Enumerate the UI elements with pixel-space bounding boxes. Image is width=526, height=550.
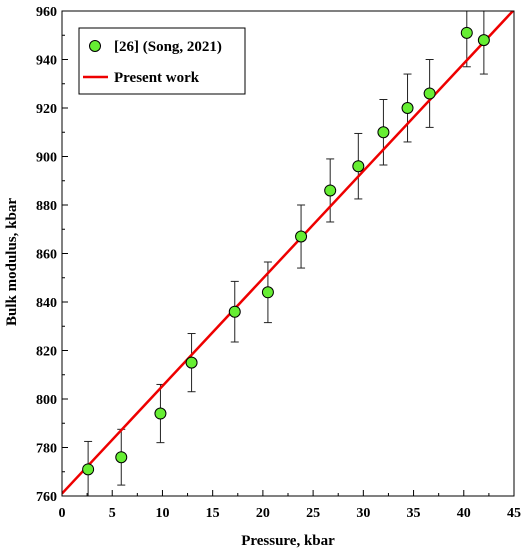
- y-tick-label: 920: [36, 102, 57, 117]
- present-work-line: [62, 11, 514, 495]
- data-point: [477, 34, 490, 47]
- legend: [26] (Song, 2021) Present work: [78, 27, 246, 95]
- x-tick-label: 10: [155, 506, 169, 521]
- x-axis-label: Pressure, kbar: [241, 533, 335, 549]
- x-tick-label: 20: [256, 506, 270, 521]
- data-points-layer: [82, 26, 490, 476]
- tick-labels: 0 5 10 15 20 25 30 35 40 45 760 780 800 820 840 860 880 9…: [36, 5, 521, 521]
- data-point: [261, 286, 274, 299]
- y-axis-label: Bulk modulus, kbar: [4, 198, 20, 326]
- y-tick-label: 800: [36, 393, 57, 408]
- x-tick-label: 25: [306, 506, 320, 521]
- data-point: [377, 126, 390, 139]
- x-tick-label: 0: [59, 506, 66, 521]
- y-tick-label: 960: [36, 5, 57, 20]
- data-point: [82, 463, 95, 476]
- legend-box: [78, 27, 246, 95]
- legend-marker-song: [89, 40, 101, 52]
- y-tick-label: 840: [36, 296, 57, 311]
- x-tick-label: 40: [457, 506, 471, 521]
- data-point: [115, 451, 128, 464]
- plot-frame: [61, 10, 515, 497]
- x-tick-label: 30: [356, 506, 370, 521]
- x-tick-label: 35: [407, 506, 421, 521]
- y-tick-label: 780: [36, 442, 57, 457]
- data-point: [401, 102, 414, 114]
- data-point: [352, 160, 365, 173]
- legend-label-present: Present work: [114, 70, 200, 86]
- data-point: [423, 87, 436, 100]
- data-point: [460, 26, 473, 39]
- data-point: [295, 230, 308, 243]
- x-tick-label: 45: [507, 506, 521, 521]
- y-tick-label: 760: [36, 490, 57, 505]
- y-tick-label: 940: [36, 54, 57, 69]
- y-tick-label: 820: [36, 345, 57, 360]
- y-tick-label: 880: [36, 199, 57, 214]
- data-point: [185, 356, 198, 369]
- legend-label-song: [26] (Song, 2021): [114, 39, 222, 55]
- y-tick-label: 900: [36, 151, 57, 166]
- fit-line-layer: [62, 11, 514, 495]
- x-tick-label: 15: [206, 506, 220, 521]
- data-point: [154, 407, 167, 420]
- y-tick-label: 860: [36, 248, 57, 263]
- x-tick-label: 5: [109, 506, 116, 521]
- data-point: [228, 305, 241, 318]
- data-point: [324, 184, 337, 197]
